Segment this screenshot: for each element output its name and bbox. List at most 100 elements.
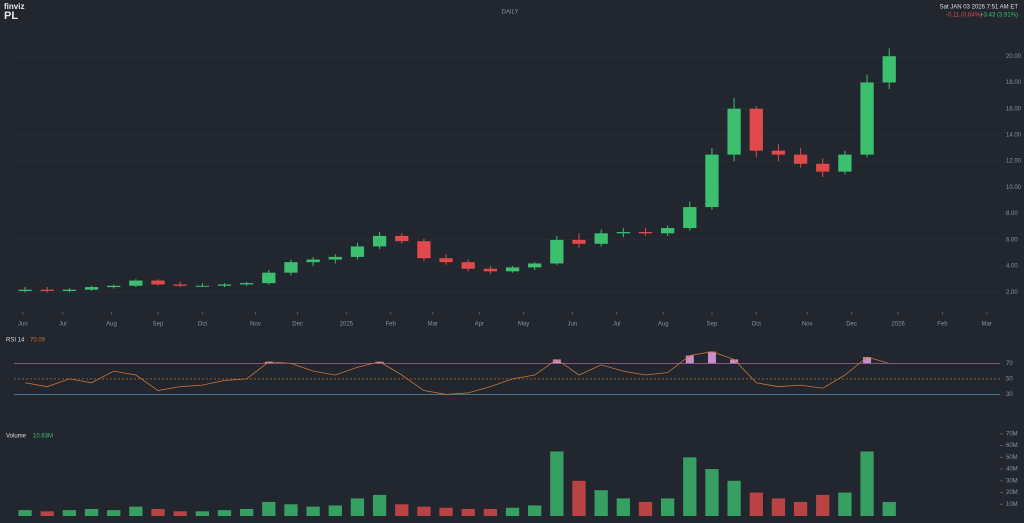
candle-body [350,246,365,257]
candle-body [727,108,741,155]
y-tick-label: 10.00 [1006,185,1022,191]
volume-bar [749,492,763,516]
x-tick-label: Oct [752,322,762,328]
volume-bar [350,498,365,516]
x-tick-label: Jun [18,322,28,328]
overbought-fill [863,357,872,364]
candle-body [18,289,32,292]
volume-bar [572,480,586,516]
volume-bar [816,494,830,516]
candle-body [816,163,830,172]
candle-body [151,280,165,285]
y-tick-label: 2.00 [1006,290,1018,296]
candle-body [395,235,409,242]
y-tick-label: 50 [1006,376,1013,382]
volume-bar [173,511,187,516]
candle-body [550,239,564,264]
x-tick-label: Sep [707,322,718,328]
volume-bar [683,457,697,516]
x-tick-label: Dec [846,322,857,328]
volume-bar [483,508,498,516]
candle-body [749,108,763,151]
candle-body [838,154,852,172]
brand: finviz [4,2,24,11]
candle-body [683,207,697,229]
x-tick-label: Jun [568,322,578,328]
volume-bar [84,508,99,516]
candle-body [660,228,675,234]
candle-body [417,241,431,259]
candle-body [505,267,520,272]
candle-body [882,56,896,83]
y-tick-label: 18.00 [1006,80,1022,86]
y-tick-label: 4.00 [1006,264,1018,270]
period: DAILY [502,10,519,16]
volume-last: 10.63M [33,434,53,440]
volume-bar [550,451,564,516]
x-tick-label: 2026 [891,322,905,328]
rsi-title: RSI 14 [6,338,25,344]
volume-bar [882,501,896,516]
overbought-fill [707,351,716,364]
x-tick-label: Mar [428,322,438,328]
volume-bar [107,510,121,516]
x-tick-label: Jul [613,322,621,328]
candle-body [616,231,630,234]
x-tick-label: Feb [937,322,948,328]
candle-body [439,258,453,263]
volume-bar [40,511,54,516]
volume-bar [793,501,808,516]
y-tick-label: 12.00 [1006,159,1022,165]
volume-bar [306,506,320,516]
y-tick-label: 14.00 [1006,133,1022,139]
x-tick-label: Oct [198,322,208,328]
x-tick-label: Sep [153,322,164,328]
volume-bar [284,504,298,516]
y-tick-label: 10M [1006,502,1018,508]
overbought-fill [375,361,384,364]
volume-bar [838,492,852,516]
y-tick-label: 30M [1006,478,1018,484]
overbought-fill [730,359,739,364]
volume-bar [129,506,143,516]
overbought-fill [552,359,561,364]
x-tick-label: Mar [982,322,992,328]
change-day: +3.43 (3.91%) [980,13,1018,19]
volume-bar [395,504,409,516]
volume-bar [417,506,431,516]
candle-body [129,280,143,286]
volume-bar [240,508,254,516]
x-tick-label: Dec [292,322,303,328]
overbought-fill [264,361,273,364]
volume-bar [528,505,542,516]
candle-body [195,285,209,287]
x-tick-label: Feb [386,322,397,328]
candle-body [240,283,254,285]
y-tick-label: 20M [1006,490,1018,496]
candle-body [217,284,232,286]
volume-bar [62,510,77,516]
y-tick-label: 70M [1006,431,1018,437]
candle-body [461,262,475,269]
overbought-fill [685,355,694,364]
candle-body [638,231,653,234]
candle-body [328,256,342,260]
volume-bar [505,507,520,516]
volume-bar [727,480,741,516]
volume-bar [461,508,475,516]
x-tick-label: Aug [658,322,669,328]
x-tick-label: Nov [250,322,261,328]
candle-body [284,262,298,273]
candle-body [793,154,808,164]
x-tick-label: Apr [475,322,484,328]
volume-title: Volume [6,434,27,440]
y-tick-label: 40M [1006,467,1018,473]
x-tick-label: Jul [59,322,67,328]
volume-bar [771,498,786,516]
y-tick-label: 60M [1006,443,1018,449]
volume-bar [660,498,675,516]
volume-bar [860,451,874,516]
